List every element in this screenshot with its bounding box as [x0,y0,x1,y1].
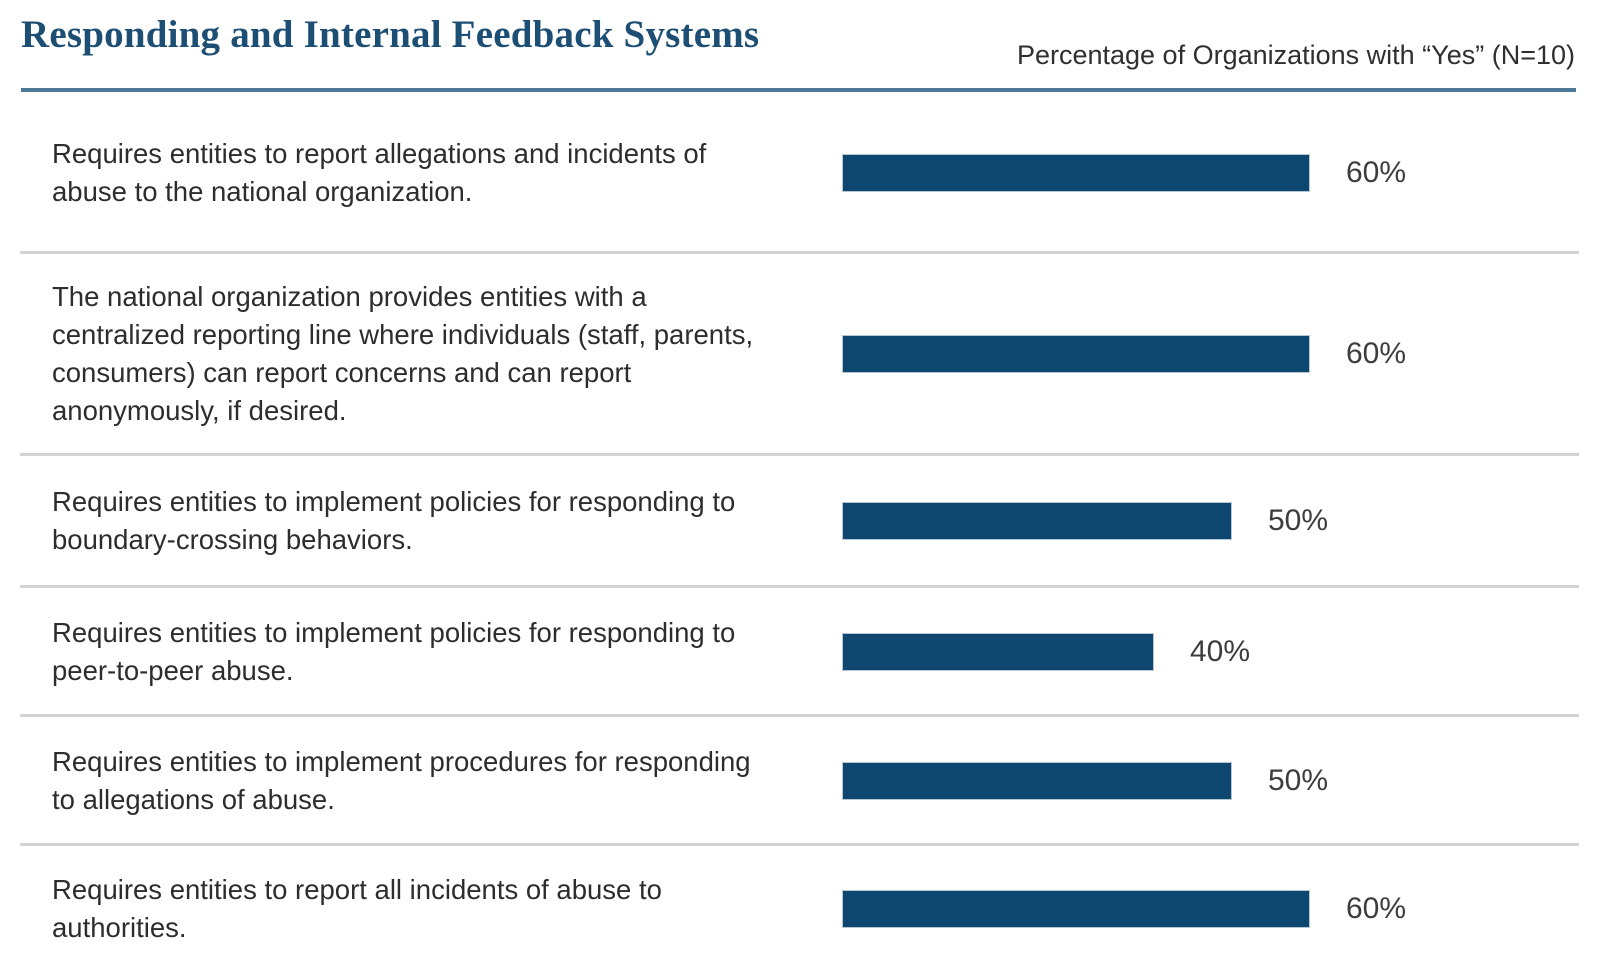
bar-cell: 60% [842,890,1599,928]
row-label: The national organization provides entit… [52,281,754,426]
bar-cell: 50% [842,502,1599,540]
chart-row: The national organization provides entit… [0,251,1599,455]
chart-row: Requires entities to implement policies … [0,453,1599,587]
chart-axis-title: Percentage of Organizations with “Yes” (… [1016,40,1575,70]
row-label: Requires entities to implement policies … [52,486,736,555]
bar-value-label: 50% [1268,504,1329,537]
bar [842,502,1232,540]
bar-cell: 60% [842,153,1599,192]
row-label: Requires entities to implement policies … [52,616,736,686]
row-label: Requires entities to implement procedure… [52,745,751,815]
bar-value-label: 50% [1268,763,1329,797]
row-label: Requires entities to report allegations … [52,137,707,207]
bar-cell: 40% [842,632,1599,671]
bar-value-label: 60% [1346,337,1407,370]
chart-row: Requires entities to implement procedure… [0,714,1599,845]
bar [842,761,1232,800]
bar-value-label: 60% [1346,892,1407,925]
bar-value-label: 40% [1190,634,1251,668]
header-divider [21,88,1576,92]
bar-value-label: 60% [1346,155,1407,189]
bar [842,335,1310,373]
bar-cell: 60% [842,335,1599,373]
chart-row: Requires entities to report all incident… [0,843,1599,973]
chart-header: Responding and Internal Feedback Systems… [0,0,1599,92]
bar [842,153,1310,192]
row-label: Requires entities to report all incident… [52,874,662,943]
bar-chart: Requires entities to report allegations … [0,92,1599,973]
chart-row: Requires entities to implement policies … [0,585,1599,716]
page-title: Responding and Internal Feedback Systems [21,13,760,56]
bar [842,632,1154,671]
chart-row: Requires entities to report allegations … [0,92,1599,253]
bar-cell: 50% [842,761,1599,800]
bar [842,890,1310,928]
